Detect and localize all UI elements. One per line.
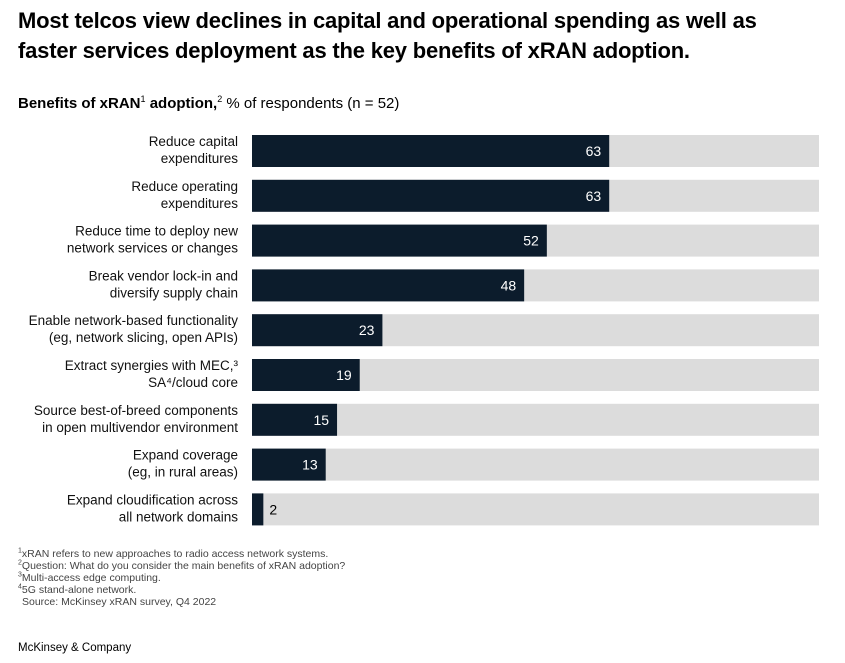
footnote-2-mark: 2 — [18, 559, 22, 567]
bar-value-label: 13 — [302, 457, 318, 473]
footnotes: 1xRAN refers to new approaches to radio … — [18, 547, 346, 609]
footnote-1-text: xRAN refers to new approaches to radio a… — [21, 548, 329, 560]
bar-value-label: 15 — [313, 412, 329, 428]
footnote-4-text: 5G stand-alone network. — [21, 584, 137, 596]
footnote-1: 1xRAN refers to new approaches to radio … — [18, 547, 345, 561]
bar-track — [252, 493, 819, 526]
bar — [252, 224, 547, 257]
category-label: Extract synergies with MEC,³ SA⁴/cloud co… — [65, 358, 239, 390]
brand-logo-text: McKinsey & Company — [18, 642, 132, 654]
bar — [252, 179, 610, 212]
footnote-4: 45G stand-alone network. — [18, 583, 345, 597]
bar — [252, 269, 525, 302]
category-label: Reduce operating expenditures — [131, 179, 238, 211]
category-label: Reduce capital expenditures — [149, 134, 239, 166]
chart-subtitle: Benefits of xRAN1 adoption,2 % of respon… — [18, 94, 399, 114]
subtitle-bold: Benefits of xRAN — [18, 95, 141, 112]
category-label: Expand cloudification across all network … — [67, 492, 238, 524]
category-label: Expand coverage (eg, in rural areas) — [128, 448, 238, 480]
footnote-3: 3Multi-access edge computing. — [18, 571, 345, 585]
source-note: Source: McKinsey xRAN survey, Q4 2022 — [22, 596, 217, 608]
bar-value-label: 63 — [586, 188, 602, 204]
footnote-3-text: Multi-access edge computing. — [21, 572, 161, 584]
chart-title: Most telcos view declines in capital and… — [18, 8, 757, 63]
subtitle-footnote-mark-2: 2 — [217, 94, 223, 104]
bar — [252, 135, 610, 167]
bar-value-label: 19 — [336, 367, 352, 383]
category-label: Break vendor lock-in and diversify supply… — [89, 268, 238, 300]
subtitle-units: % of respondents (n = 52) — [222, 95, 400, 112]
bar-value-label: 2 — [269, 501, 277, 517]
bar — [252, 493, 264, 526]
bar-track — [252, 403, 819, 436]
bar — [252, 448, 326, 481]
bar-value-label: 48 — [501, 277, 517, 293]
footnote-3-mark: 3 — [18, 571, 22, 579]
subtitle-bold-2: adoption, — [145, 95, 218, 112]
category-label: Reduce time to deploy new network service… — [67, 224, 238, 256]
footnote-2: 2Question: What do you consider the main… — [18, 559, 346, 573]
bar — [252, 403, 338, 436]
bar-value-label: 52 — [523, 233, 539, 249]
bar-value-label: 63 — [586, 143, 602, 159]
category-label: Source best-of-breed components in open m… — [34, 403, 238, 435]
bar-chart: 63 Reduce capital expenditures 63 Reduce ope… — [29, 134, 819, 526]
bar-value-label: 23 — [359, 322, 375, 338]
bar-track — [252, 448, 819, 481]
subtitle-footnote-mark-1: 1 — [140, 94, 146, 104]
footnote-4-mark: 4 — [18, 583, 22, 591]
footnote-2-text: Question: What do you consider the main … — [21, 560, 346, 572]
bar — [252, 314, 383, 347]
category-label: Enable network-based functionality (eg, n… — [29, 313, 239, 345]
bar — [252, 359, 360, 391]
footnote-1-mark: 1 — [18, 547, 22, 555]
